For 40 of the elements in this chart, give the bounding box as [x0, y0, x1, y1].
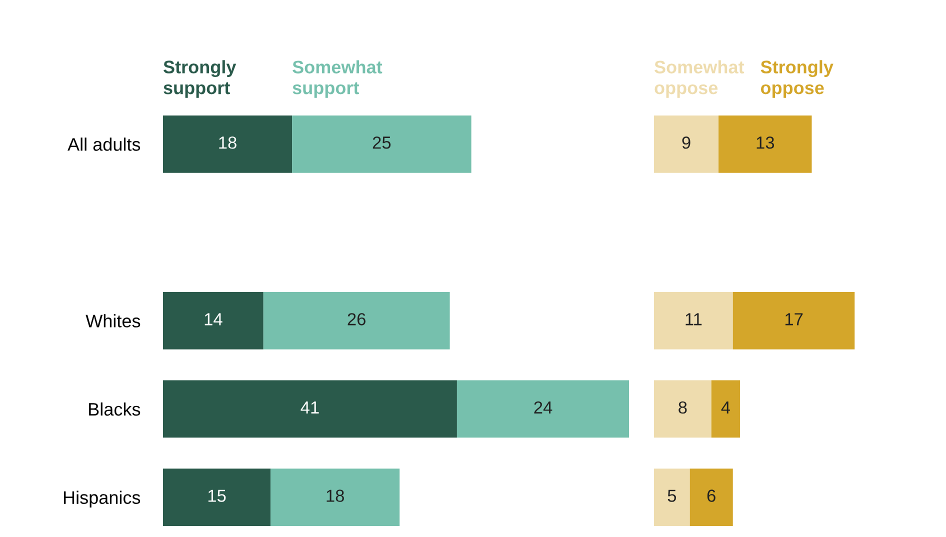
bar: [718, 115, 812, 173]
bar: [654, 468, 690, 526]
y-tick-label: Blacks: [89, 402, 140, 416]
y-tick-label: Whites: [86, 314, 140, 328]
data-label: 4: [721, 402, 730, 414]
bar: [690, 468, 733, 526]
data-label: 13: [756, 136, 774, 149]
data-label: 14: [204, 313, 222, 326]
data-label: 11: [686, 313, 702, 326]
data-label: 41: [300, 402, 319, 414]
series-label: Strongly support: [164, 60, 236, 98]
data-label: 18: [219, 136, 236, 149]
bar: [654, 292, 733, 350]
bar: [456, 380, 630, 438]
data-label: 15: [208, 490, 226, 502]
data-label: 26: [348, 313, 366, 326]
series-label: Somewhat support: [292, 60, 382, 98]
bar: [654, 380, 712, 438]
data-label: 18: [326, 490, 344, 502]
series-label: Somewhat oppose: [654, 60, 744, 98]
data-label: 24: [534, 401, 552, 414]
bar: [732, 292, 855, 350]
data-label: 9: [682, 136, 690, 149]
bar: [163, 292, 264, 350]
y-tick-label: All adults: [68, 138, 140, 151]
bar: [163, 380, 457, 438]
bar: [711, 380, 740, 438]
data-label: 5: [668, 490, 676, 502]
bar: [163, 115, 292, 173]
bar: [263, 292, 450, 350]
data-label: 6: [707, 490, 716, 502]
bar: [654, 115, 719, 173]
y-tick-label: Hispanics: [64, 490, 140, 508]
data-label: 17: [785, 313, 803, 326]
data-label: 25: [372, 136, 391, 149]
bar: [270, 468, 400, 526]
series-label: Strongly oppose: [760, 60, 834, 98]
bar: [163, 468, 271, 526]
data-label: 8: [678, 401, 687, 414]
bar: [292, 115, 472, 173]
